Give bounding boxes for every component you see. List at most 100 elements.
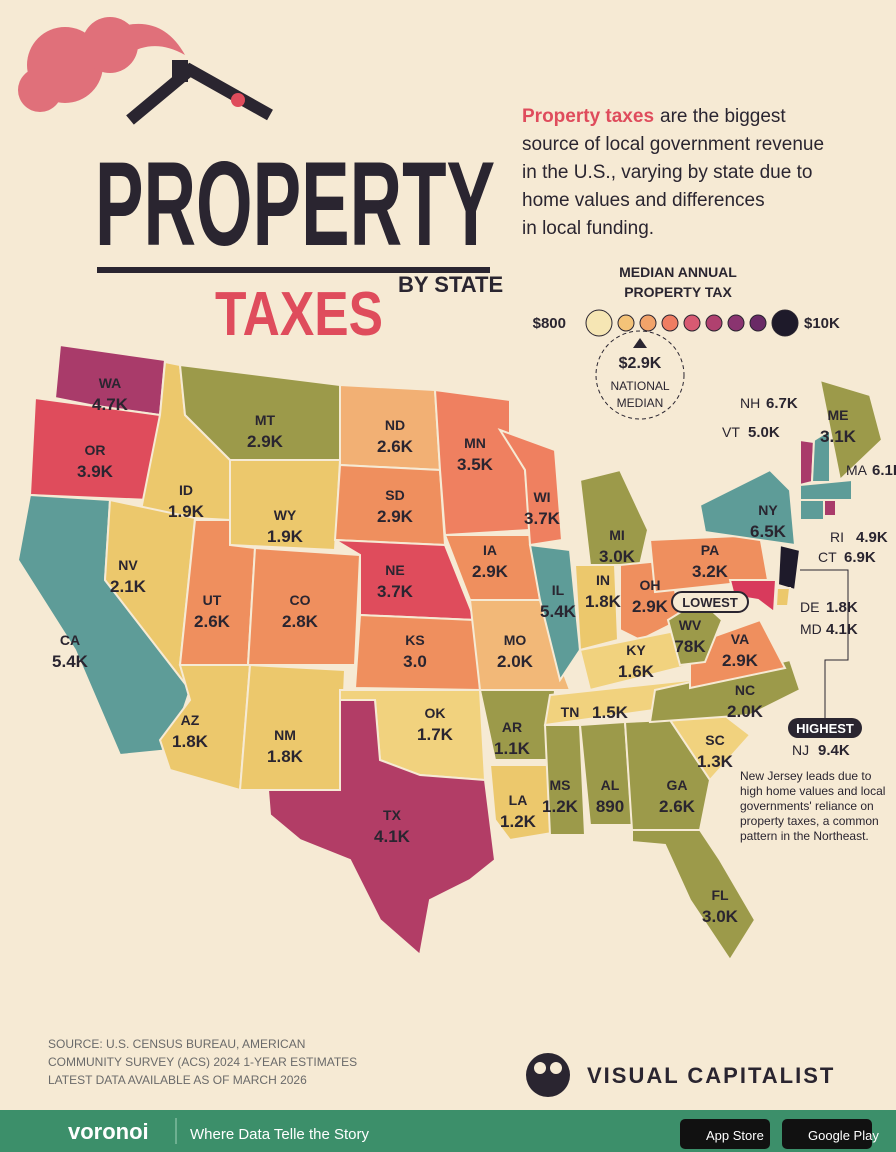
state-shape xyxy=(631,829,757,962)
state-value: 3.0K xyxy=(702,907,739,926)
note-line: pattern in the Northeast. xyxy=(740,829,869,843)
brand: VISUAL CAPITALIST xyxy=(587,1063,835,1088)
state-abbr: LA xyxy=(509,792,528,808)
highest-connector xyxy=(800,569,849,718)
google-play-button[interactable] xyxy=(782,1119,872,1149)
state-value: 5.0K xyxy=(748,424,780,441)
title: PROPERTY xyxy=(95,137,495,271)
state-value: 3.0 xyxy=(403,652,427,671)
state-abbr: PA xyxy=(701,542,719,558)
state-value: 4.1K xyxy=(374,827,411,846)
state-value: 4.1K xyxy=(826,621,858,638)
legend-title: MEDIAN ANNUAL xyxy=(619,264,737,280)
source-line: COMMUNITY SURVEY (ACS) 2024 1-YEAR ESTIM… xyxy=(48,1055,357,1069)
legend-swatch xyxy=(585,309,613,337)
app-store-button[interactable] xyxy=(680,1119,770,1149)
state-shape xyxy=(528,543,582,683)
state-value: 5.4K xyxy=(540,602,577,621)
median-pointer xyxy=(633,338,647,348)
state-value: 1.6K xyxy=(618,662,655,681)
state-value: 2.6K xyxy=(377,437,414,456)
state-value: 2.9K xyxy=(472,562,509,581)
intro-line: home values and differences xyxy=(522,190,765,211)
median-ring xyxy=(595,330,685,420)
state-shape xyxy=(578,468,650,566)
note-line: governments' reliance on xyxy=(740,799,874,813)
state-abbr: DE xyxy=(800,599,819,615)
state-value: 1.8K xyxy=(172,732,209,751)
state-value: 2.0K xyxy=(497,652,534,671)
state-value: 1.1K xyxy=(494,739,531,758)
highest-label: HIGHEST xyxy=(796,721,854,736)
legend-swatch xyxy=(705,314,723,332)
state-abbr: UT xyxy=(203,592,222,608)
state-abbr: NC xyxy=(735,682,755,698)
state-abbr: CA xyxy=(60,632,80,648)
source-line: LATEST DATA AVAILABLE AS OF MARCH 2026 xyxy=(48,1073,307,1087)
state-abbr: CO xyxy=(290,592,311,608)
state-abbr: AL xyxy=(601,777,620,793)
state-abbr: ND xyxy=(385,417,405,433)
state-abbr: MN xyxy=(464,435,486,451)
state-value: 890 xyxy=(596,797,624,816)
state-abbr: CT xyxy=(818,549,837,565)
legend-swatch xyxy=(727,314,745,332)
state-shape xyxy=(246,546,362,666)
lowest-label: LOWEST xyxy=(682,595,738,610)
state-abbr: TN xyxy=(561,704,580,720)
roof-dot xyxy=(231,93,245,107)
callouts: LOWEST HIGHEST New Jersey leads due tohigh… xyxy=(671,569,885,843)
state-abbr: NY xyxy=(758,502,778,518)
state-abbr: NM xyxy=(274,727,296,743)
state-value: 3.5K xyxy=(457,455,494,474)
state-value: 1.8K xyxy=(267,747,304,766)
state-value: 2.9K xyxy=(247,432,284,451)
app-store-label[interactable]: App Store xyxy=(706,1128,764,1143)
legend-swatch xyxy=(661,314,679,332)
state-shape xyxy=(497,428,564,547)
state-shape xyxy=(229,459,342,552)
state-value: 5.4K xyxy=(52,652,89,671)
lowest-badge xyxy=(671,591,749,613)
state-abbr: ID xyxy=(179,482,193,498)
subtitle: TAXES xyxy=(215,280,383,349)
legend-swatch xyxy=(683,314,701,332)
state-value: 6.5K xyxy=(750,522,787,541)
subtitle-suffix: BY STATE xyxy=(398,272,503,297)
state-value: 1.9K xyxy=(267,527,304,546)
state-value: 1.9K xyxy=(168,502,205,521)
state-value: 1.7K xyxy=(417,725,454,744)
intro-line: in the U.S., varying by state due to xyxy=(522,162,812,183)
state-abbr: RI xyxy=(830,529,844,545)
state-abbr: ME xyxy=(828,407,849,423)
state-shape xyxy=(776,543,802,592)
median-value: $2.9K xyxy=(619,355,662,372)
state-shape xyxy=(799,499,825,521)
state-abbr: VT xyxy=(722,424,740,440)
brand-logo xyxy=(526,1053,570,1097)
state-abbr: IN xyxy=(596,572,610,588)
state-abbr: MD xyxy=(800,621,822,637)
highest-badge xyxy=(788,718,862,738)
state-shape xyxy=(333,463,447,547)
legend-max: $10K xyxy=(804,315,840,332)
median-label: MEDIAN xyxy=(617,396,664,410)
state-abbr: NH xyxy=(740,395,760,411)
state-value: 6.9K xyxy=(844,549,876,566)
source-line: SOURCE: U.S. CENSUS BUREAU, AMERICAN xyxy=(48,1037,305,1051)
state-value: 2.6K xyxy=(194,612,231,631)
state-value: 3.1K xyxy=(820,427,857,446)
state-abbr: WA xyxy=(99,375,122,391)
state-value: 2.9K xyxy=(722,651,759,670)
state-value: 1.8K xyxy=(826,599,858,616)
intro-highlight: Property taxes xyxy=(522,106,654,127)
google-play-label[interactable]: Google Play xyxy=(808,1128,879,1143)
legend-swatch xyxy=(617,314,635,332)
state-abbr: KS xyxy=(405,632,424,648)
state-abbr: WY xyxy=(274,507,297,523)
state-abbr: OK xyxy=(425,705,446,721)
legend: MEDIAN ANNUAL PROPERTY TAX $800 $10K $2.9K NA… xyxy=(533,264,840,420)
state-abbr: MI xyxy=(609,527,625,543)
state-value: 6.1K xyxy=(872,462,896,479)
